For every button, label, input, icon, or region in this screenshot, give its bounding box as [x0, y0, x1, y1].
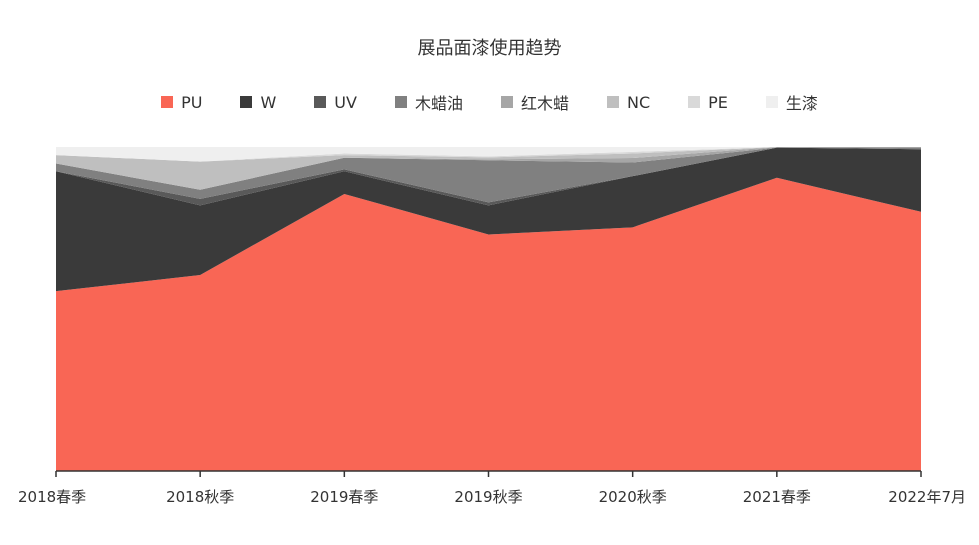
- x-tick-label: 2021春季: [743, 488, 811, 506]
- chart-title: 展品面漆使用趋势: [417, 38, 562, 59]
- legend-label: 生漆: [785, 94, 818, 113]
- legend-swatch: [606, 96, 619, 108]
- legend-swatch: [394, 96, 407, 108]
- legend-swatch: [688, 96, 701, 108]
- area-series-5: [56, 147, 921, 190]
- legend-label: PU: [181, 92, 203, 112]
- legend-label: 红木蜡: [520, 94, 569, 113]
- x-tick-label: 2019春季: [310, 488, 378, 506]
- legend: PU W UV 木蜡油 红木蜡 NC PE 生漆: [0, 90, 979, 114]
- legend-label: 木蜡油: [414, 94, 463, 113]
- area-series-6: [56, 147, 921, 162]
- legend-swatch: [161, 96, 174, 108]
- legend-item[interactable]: W: [240, 90, 276, 114]
- x-tick-label: 2018春季: [18, 488, 86, 506]
- legend-label: PE: [708, 92, 728, 112]
- legend-item[interactable]: UV: [314, 90, 357, 114]
- legend-label: NC: [626, 92, 651, 112]
- x-tick-label: 2022年7月: [888, 488, 966, 506]
- legend-item[interactable]: PE: [688, 90, 728, 114]
- area-series-7: [56, 147, 921, 162]
- area-series-0: [56, 177, 921, 471]
- legend-swatch: [240, 96, 253, 108]
- x-tick-label: 2019秋季: [454, 488, 522, 506]
- x-tick-label: 2020秋季: [599, 488, 667, 506]
- legend-swatch: [765, 96, 778, 108]
- x-tick-label: 2018秋季: [166, 488, 234, 506]
- legend-swatch: [500, 96, 513, 108]
- area-series-1: [56, 147, 921, 292]
- legend-item[interactable]: PU: [161, 90, 202, 114]
- legend-item[interactable]: 红木蜡: [500, 90, 569, 114]
- legend-item[interactable]: NC: [606, 90, 651, 114]
- legend-swatch: [314, 96, 327, 108]
- legend-label: UV: [334, 92, 357, 112]
- area-series-3: [56, 147, 921, 203]
- legend-item[interactable]: 生漆: [765, 90, 818, 114]
- legend-label: W: [260, 92, 277, 112]
- legend-item[interactable]: 木蜡油: [394, 90, 463, 114]
